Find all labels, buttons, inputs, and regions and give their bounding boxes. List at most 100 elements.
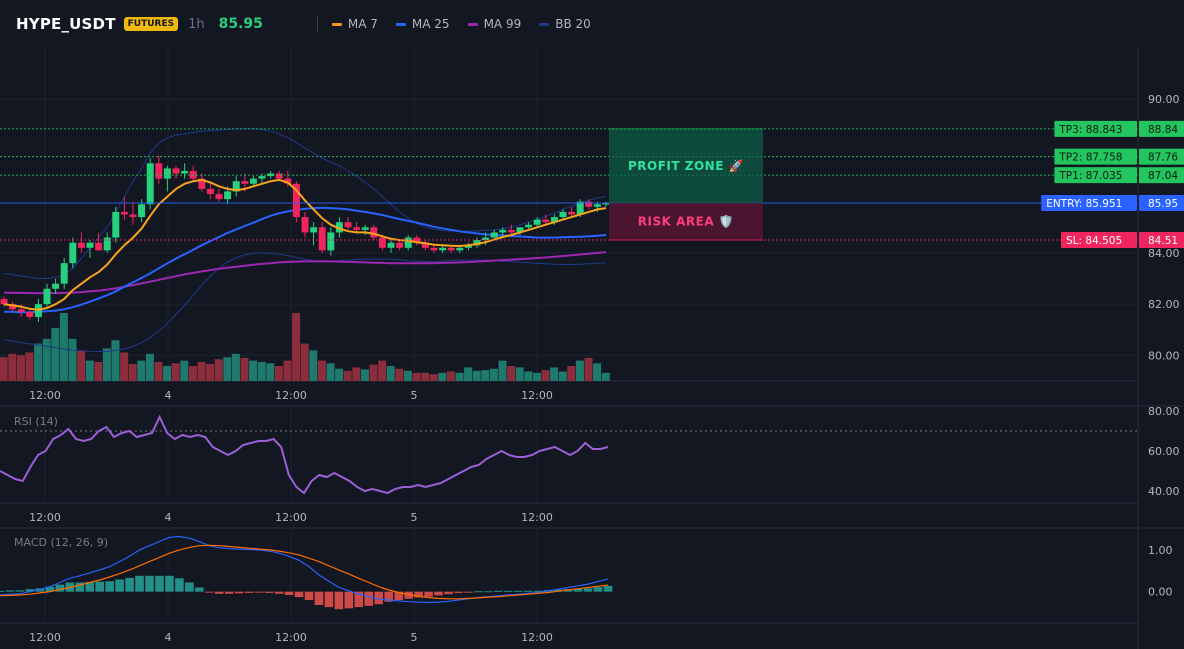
candle-body[interactable] (439, 247, 447, 251)
symbol-name[interactable]: HYPE_USDT (16, 15, 116, 33)
candle-body[interactable] (95, 242, 103, 251)
volume-bar (309, 350, 318, 381)
candle-body[interactable] (421, 242, 429, 248)
volume-bar (59, 313, 68, 381)
candle-body[interactable] (181, 170, 189, 174)
candle-body[interactable] (593, 204, 601, 207)
candle-body[interactable] (585, 201, 593, 207)
candle-body[interactable] (224, 191, 232, 200)
candle-body[interactable] (327, 232, 335, 251)
candle-body[interactable] (69, 242, 77, 264)
volume-bar (507, 366, 516, 381)
legend-item-ma-25[interactable]: MA 25 (395, 17, 450, 31)
candle-body[interactable] (576, 201, 584, 215)
candle-body[interactable] (430, 247, 438, 251)
candle-body[interactable] (396, 242, 404, 248)
candle-body[interactable] (146, 163, 154, 205)
candle-body[interactable] (490, 232, 498, 238)
candle-body[interactable] (482, 237, 490, 241)
candle-body[interactable] (353, 227, 361, 230)
candle-body[interactable] (542, 219, 550, 223)
price-tick-label: 82.00 (1148, 298, 1180, 311)
macd-histogram-bar (155, 575, 164, 592)
macd-histogram-bar (533, 590, 543, 592)
candle-body[interactable] (499, 229, 507, 233)
candle-body[interactable] (26, 311, 34, 317)
candle-body[interactable] (112, 211, 120, 238)
candle-body[interactable] (456, 247, 464, 251)
candle-body[interactable] (0, 299, 8, 305)
candle-body[interactable] (370, 227, 378, 238)
candle-body[interactable] (447, 247, 455, 251)
volume-bar (541, 370, 550, 381)
candle-body[interactable] (9, 304, 17, 310)
candle-body[interactable] (533, 219, 541, 225)
candle-body[interactable] (86, 242, 94, 248)
candle-body[interactable] (284, 178, 292, 184)
candle-body[interactable] (241, 181, 249, 184)
candle-body[interactable] (275, 173, 283, 179)
candle-body[interactable] (550, 217, 558, 223)
candle-body[interactable] (77, 242, 85, 248)
candle-body[interactable] (404, 237, 412, 248)
legend-label: MA 99 (483, 17, 522, 31)
candle-body[interactable] (361, 227, 369, 230)
candle-body[interactable] (155, 163, 163, 179)
candle-body[interactable] (516, 227, 524, 233)
candle-body[interactable] (301, 217, 309, 233)
candle-body[interactable] (568, 211, 576, 215)
candle-body[interactable] (52, 283, 60, 289)
volume-bar (498, 360, 507, 381)
candle-body[interactable] (507, 229, 515, 233)
macd-histogram-bar (314, 591, 324, 606)
macd-histogram-bar (45, 586, 55, 592)
legend-item-ma-7[interactable]: MA 7 (331, 17, 378, 31)
candle-body[interactable] (206, 188, 214, 195)
volume-bar (137, 360, 146, 381)
candle-body[interactable] (387, 242, 395, 248)
candle-body[interactable] (163, 168, 171, 179)
volume-bar (188, 366, 197, 381)
candle-body[interactable] (310, 227, 318, 233)
macd-histogram-bar (354, 591, 364, 608)
candle-body[interactable] (103, 237, 111, 251)
candle-body[interactable] (172, 168, 180, 174)
candle-body[interactable] (120, 211, 128, 215)
candle-body[interactable] (602, 202, 610, 205)
candle-body[interactable] (344, 222, 352, 228)
candle-body[interactable] (60, 263, 68, 284)
volume-bar (231, 353, 240, 381)
volume-bar (464, 367, 473, 381)
legend-item-bb-20[interactable]: BB 20 (539, 17, 591, 31)
candle-body[interactable] (258, 176, 266, 179)
candle-body[interactable] (473, 240, 481, 246)
candle-body[interactable] (267, 173, 275, 177)
volume-bar (128, 364, 137, 381)
candle-body[interactable] (464, 245, 472, 248)
candle-body[interactable] (378, 237, 386, 248)
candle-body[interactable] (43, 288, 51, 305)
candle-body[interactable] (249, 178, 257, 184)
candle-body[interactable] (129, 214, 137, 218)
volume-bar (584, 357, 593, 381)
candle-body[interactable] (138, 204, 146, 218)
macd-histogram-bar (274, 591, 284, 594)
volume-bar (601, 372, 610, 381)
candle-body[interactable] (525, 224, 533, 228)
candle-body[interactable] (232, 181, 240, 192)
volume-bar (438, 372, 447, 381)
volume-bar (85, 360, 94, 381)
candle-body[interactable] (17, 309, 25, 312)
candle-body[interactable] (559, 211, 567, 218)
candle-body[interactable] (198, 178, 206, 189)
candle-body[interactable] (215, 194, 223, 200)
volume-bar (481, 370, 490, 381)
candle-body[interactable] (292, 183, 300, 218)
legend-item-ma-99[interactable]: MA 99 (467, 17, 522, 31)
volume-bar (249, 360, 258, 381)
candle-body[interactable] (335, 222, 343, 233)
timeframe-label[interactable]: 1h (188, 16, 205, 32)
macd-histogram-bar (513, 590, 523, 592)
candle-body[interactable] (318, 227, 326, 251)
